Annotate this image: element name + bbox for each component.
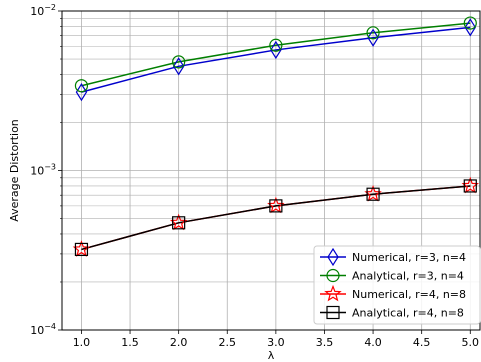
data-point-series-4: [366, 187, 380, 201]
series-line-4: [81, 185, 471, 251]
series-markers: [72, 16, 480, 257]
data-point-series-3: [72, 240, 91, 257]
data-point-series-4: [463, 179, 477, 193]
x-tick-label: 3.5: [316, 336, 334, 349]
data-point-series-2: [463, 16, 477, 30]
data-point-series-3: [461, 176, 480, 194]
legend-entry-label: Numerical, r=3, n=4: [352, 251, 466, 264]
series-line-1: [81, 26, 471, 93]
data-point-series-1: [172, 57, 185, 76]
data-point-series-2: [269, 38, 283, 52]
x-tick-label: 4.5: [413, 336, 431, 349]
data-point-series-2: [366, 26, 380, 40]
data-point-series-3: [364, 185, 382, 202]
data-point-series-1: [75, 82, 88, 102]
data-point-series-3: [169, 213, 188, 231]
data-point-series-2: [74, 79, 89, 93]
x-tick-label: 4.0: [364, 336, 382, 349]
data-point-series-1: [270, 40, 282, 60]
diamond-marker: [327, 247, 339, 267]
data-point-series-4: [74, 242, 89, 257]
legend-entry-label: Analytical, r=4, n=8: [352, 307, 464, 320]
data-point-series-3: [267, 196, 285, 214]
legend: Numerical, r=3, n=4 Analytical, r=3, n=4 N…: [313, 245, 481, 325]
x-axis-ticks: 1.0 1.5 2.0 2.5 3.0 3.5 4.0 4.5 5.0: [73, 330, 479, 349]
x-tick-label: 2.5: [219, 336, 237, 349]
circle-marker: [326, 268, 340, 283]
star-marker: [324, 284, 342, 302]
data-point-series-4: [269, 199, 283, 213]
data-point-series-1: [367, 28, 379, 47]
x-tick-label: 3.0: [267, 336, 285, 349]
series-line-2: [81, 22, 471, 87]
x-tick-label: 1.0: [73, 336, 91, 349]
series-lines: [81, 22, 471, 251]
data-point-series-4: [172, 216, 186, 230]
square-marker: [326, 305, 340, 320]
legend-entry-label: Numerical, r=4, n=8: [352, 288, 466, 301]
y-axis-label: Average Distortion: [8, 119, 21, 222]
x-tick-label: 2.0: [170, 336, 188, 349]
x-tick-label: 5.0: [462, 336, 480, 349]
y-tick-label: 10−3: [30, 163, 56, 178]
y-tick-label: 10−2: [30, 3, 56, 18]
y-axis-ticks: 10−4 10−3 10−2: [30, 3, 62, 337]
x-tick-label: 1.5: [121, 336, 139, 349]
x-axis-label: λ: [268, 349, 275, 362]
data-point-series-2: [172, 55, 186, 69]
legend-box: [313, 245, 481, 325]
y-tick-label: 10−4: [30, 322, 56, 337]
data-point-series-1: [464, 18, 476, 37]
legend-entry-label: Analytical, r=3, n=4: [352, 270, 464, 283]
